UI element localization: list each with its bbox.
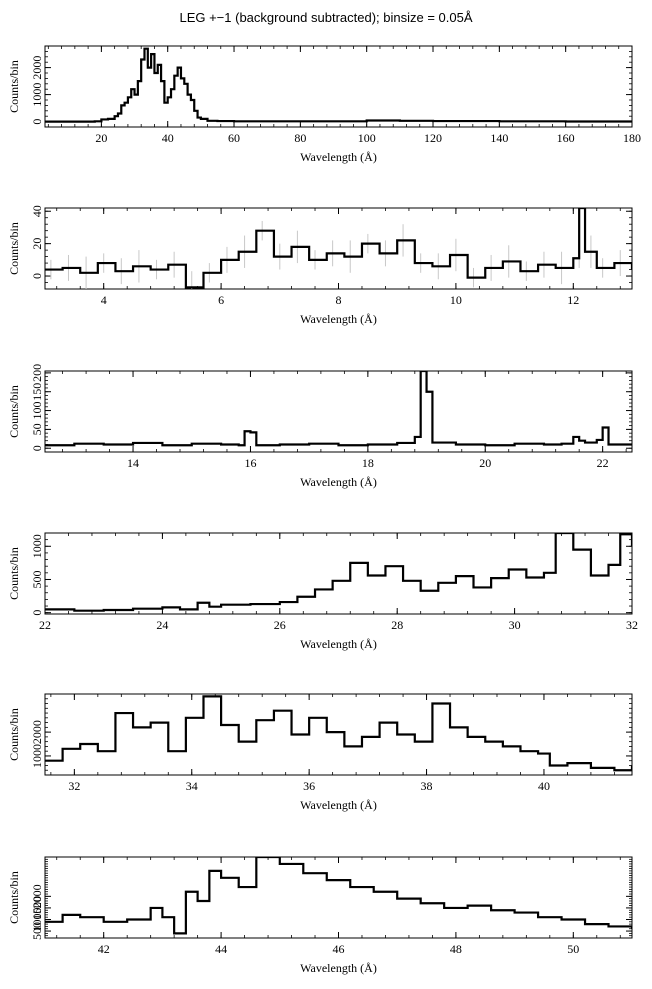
x-axis-label: Wavelength (Å) bbox=[300, 798, 377, 812]
y-tick-label: 500 bbox=[30, 922, 44, 940]
y-axis-label: Counts/bin bbox=[7, 708, 21, 761]
x-tick-label: 20 bbox=[479, 456, 491, 470]
y-tick-label: 2000 bbox=[30, 884, 44, 908]
panel-1: 20 40 60 80 100 120 140 160 180 0 1000 2000 Waveleng… bbox=[7, 45, 641, 164]
x-tick-label: 32 bbox=[626, 618, 638, 632]
x-axis-label: Wavelength (Å) bbox=[300, 150, 377, 164]
panels: 20 40 60 80 100 120 140 160 180010002000Waveleng… bbox=[7, 45, 641, 975]
x-tick-label: 100 bbox=[358, 131, 376, 145]
spectrum-line bbox=[45, 47, 632, 123]
data-series bbox=[45, 47, 632, 123]
x-tick-label: 140 bbox=[490, 131, 508, 145]
y-tick-label: 1000 bbox=[30, 534, 44, 558]
panel-2: 4 6 8 10 12 0 20 40 Wavelength (Å) Counts/bin bbox=[7, 205, 633, 326]
x-tick-label: 16 bbox=[244, 456, 256, 470]
y-tick-label: 100 bbox=[30, 402, 44, 420]
x-tick-label: 40 bbox=[538, 779, 550, 793]
x-tick-label: 20 bbox=[95, 131, 107, 145]
x-tick-label: 48 bbox=[450, 942, 462, 956]
x-tick-label: 36 bbox=[303, 779, 315, 793]
y-tick-label: 200 bbox=[30, 364, 44, 382]
y-tick-label: 2000 bbox=[30, 56, 44, 80]
x-tick-label: 180 bbox=[623, 131, 641, 145]
y-axis-label: Counts/bin bbox=[7, 547, 21, 600]
y-tick-label: 20 bbox=[30, 238, 44, 250]
x-tick-label: 4 bbox=[101, 293, 107, 307]
y-axis-label: Counts/bin bbox=[7, 871, 21, 924]
x-tick-label: 120 bbox=[424, 131, 442, 145]
y-tick-label: 150 bbox=[30, 383, 44, 401]
data-series bbox=[45, 208, 632, 289]
x-axis-label: Wavelength (Å) bbox=[300, 312, 377, 326]
x-tick-label: 8 bbox=[336, 293, 342, 307]
plot-frame bbox=[44, 856, 633, 939]
x-tick-label: 14 bbox=[127, 456, 139, 470]
x-axis-label: Wavelength (Å) bbox=[300, 637, 377, 651]
data-series bbox=[45, 695, 632, 772]
x-tick-label: 12 bbox=[567, 293, 579, 307]
x-tick-label: 160 bbox=[557, 131, 575, 145]
x-tick-label: 6 bbox=[218, 293, 224, 307]
x-tick-label: 18 bbox=[362, 456, 374, 470]
x-tick-label: 50 bbox=[567, 942, 579, 956]
spectrum-line bbox=[45, 857, 632, 935]
x-tick-label: 42 bbox=[98, 942, 110, 956]
y-axis-label: Counts/bin bbox=[7, 222, 21, 275]
x-axis-label: Wavelength (Å) bbox=[300, 961, 377, 975]
x-tick-label: 30 bbox=[509, 618, 521, 632]
x-tick-label: 28 bbox=[391, 618, 403, 632]
y-tick-label: 0 bbox=[30, 273, 44, 279]
x-axis-label: Wavelength (Å) bbox=[300, 475, 377, 489]
plot-frame bbox=[44, 693, 633, 776]
x-tick-label: 32 bbox=[68, 779, 80, 793]
spectrum-line bbox=[45, 695, 632, 772]
y-tick-label: 1000 bbox=[30, 83, 44, 107]
x-tick-label: 44 bbox=[215, 942, 227, 956]
x-tick-label: 40 bbox=[162, 131, 174, 145]
y-tick-label: 0 bbox=[30, 445, 44, 451]
x-tick-label: 22 bbox=[597, 456, 609, 470]
y-tick-label: 500 bbox=[30, 570, 44, 588]
x-tick-label: 46 bbox=[333, 942, 345, 956]
x-tick-label: 10 bbox=[450, 293, 462, 307]
y-tick-label: 1000 bbox=[30, 907, 44, 931]
spectrum-line bbox=[45, 208, 632, 289]
data-series bbox=[45, 533, 632, 612]
y-tick-label: 0 bbox=[30, 610, 44, 616]
plot-frame bbox=[44, 532, 633, 615]
y-tick-label: 2000 bbox=[30, 720, 44, 744]
y-tick-label: 0 bbox=[30, 119, 44, 125]
y-axis-label: Counts/bin bbox=[7, 385, 21, 438]
x-tick-label: 24 bbox=[156, 618, 168, 632]
x-tick-label: 60 bbox=[228, 131, 240, 145]
panel-4: 22 24 26 28 30 32 0 500 1000 Wavelength (Å) Counts… bbox=[7, 532, 638, 651]
x-tick-label: 38 bbox=[421, 779, 433, 793]
y-axis-label: Counts/bin bbox=[7, 60, 21, 113]
y-tick-label: 50 bbox=[30, 423, 44, 435]
spectrum-line bbox=[45, 533, 632, 612]
y-tick-label: 1500 bbox=[30, 896, 44, 920]
spectrum-line bbox=[45, 371, 632, 447]
plot-frame bbox=[44, 370, 633, 453]
data-series bbox=[45, 857, 632, 935]
x-tick-label: 80 bbox=[294, 131, 306, 145]
figure-title: LEG +−1 (background subtracted); binsize… bbox=[179, 10, 472, 25]
x-tick-label: 22 bbox=[39, 618, 51, 632]
data-series bbox=[45, 371, 632, 447]
y-tick-label: 1000 bbox=[30, 744, 44, 768]
plot-frame bbox=[44, 45, 633, 128]
y-tick-label: 40 bbox=[30, 205, 44, 217]
x-tick-label: 34 bbox=[186, 779, 198, 793]
x-tick-label: 26 bbox=[274, 618, 286, 632]
